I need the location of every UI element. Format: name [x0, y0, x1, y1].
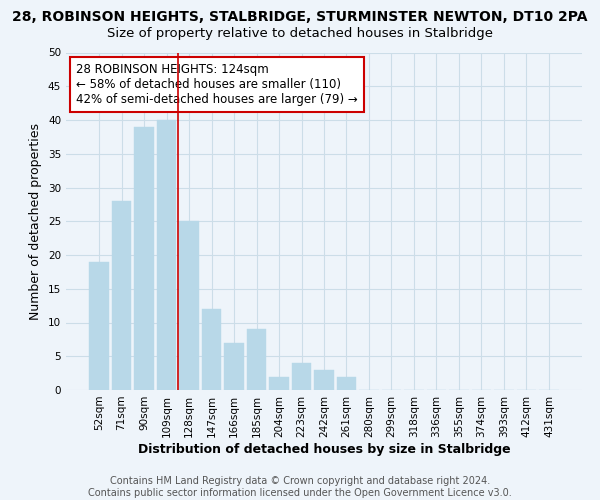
X-axis label: Distribution of detached houses by size in Stalbridge: Distribution of detached houses by size … [137, 442, 511, 456]
Bar [337, 376, 356, 390]
Text: 28 ROBINSON HEIGHTS: 124sqm
← 58% of detached houses are smaller (110)
42% of se: 28 ROBINSON HEIGHTS: 124sqm ← 58% of det… [76, 62, 358, 106]
Bar [224, 343, 244, 390]
Bar [202, 309, 221, 390]
Text: Contains HM Land Registry data © Crown copyright and database right 2024.
Contai: Contains HM Land Registry data © Crown c… [88, 476, 512, 498]
Bar [269, 376, 289, 390]
Bar [157, 120, 176, 390]
Bar [89, 262, 109, 390]
Bar [247, 329, 266, 390]
Bar [292, 363, 311, 390]
Text: 28, ROBINSON HEIGHTS, STALBRIDGE, STURMINSTER NEWTON, DT10 2PA: 28, ROBINSON HEIGHTS, STALBRIDGE, STURMI… [12, 10, 588, 24]
Bar [134, 126, 154, 390]
Bar [179, 221, 199, 390]
Bar [112, 201, 131, 390]
Text: Size of property relative to detached houses in Stalbridge: Size of property relative to detached ho… [107, 28, 493, 40]
Y-axis label: Number of detached properties: Number of detached properties [29, 122, 43, 320]
Bar [314, 370, 334, 390]
